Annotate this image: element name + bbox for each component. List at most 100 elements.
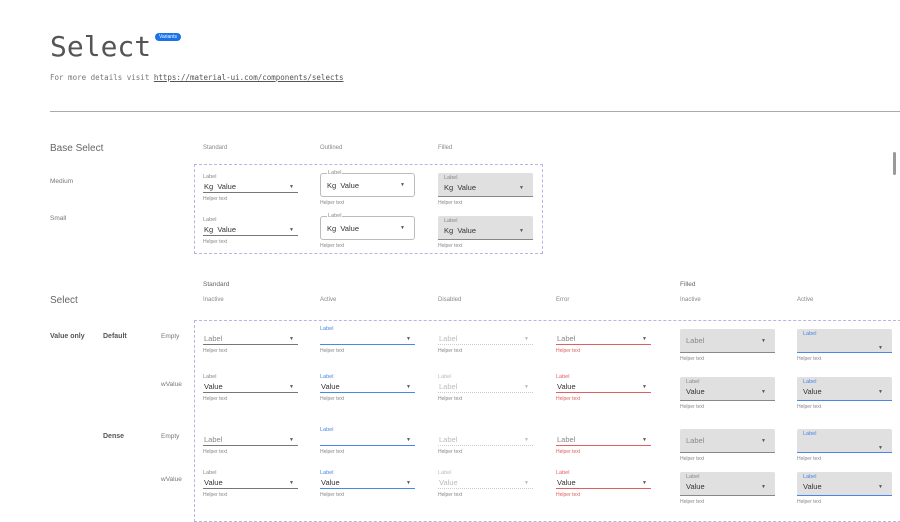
select-field[interactable]: Label Label ▼ Helper text	[438, 374, 533, 402]
size-dense: Dense	[103, 433, 125, 440]
select-field[interactable]: Label Value ▼ Helper text	[797, 472, 892, 505]
col-state: Inactive	[203, 297, 224, 303]
field-value: Label	[439, 382, 458, 391]
field-value: Label	[204, 435, 223, 444]
select-field[interactable]: Label ▼ Helper text	[203, 427, 298, 455]
arrow-drop-down-icon: ▼	[878, 483, 883, 490]
select-field[interactable]: Label ▼ Helper text	[680, 329, 775, 362]
select-field[interactable]: Label ▼ Helper text	[320, 326, 415, 354]
divider	[50, 111, 900, 112]
select-field[interactable]: Label ▼ Helper text	[680, 429, 775, 462]
select-field[interactable]: Label Value ▼ Helper text	[680, 472, 775, 505]
arrow-drop-down-icon: ▼	[642, 383, 647, 390]
field-label: Label	[686, 379, 700, 385]
select-field[interactable]: Label ▼ Helper text	[556, 427, 651, 455]
helper-text: Helper text	[203, 492, 228, 498]
field-value: Kg Value	[327, 180, 359, 190]
field-value: Value	[686, 387, 705, 396]
col-filled: Filled	[438, 145, 453, 151]
field-value: Value	[803, 482, 822, 491]
select-field[interactable]: Label Kg Value ▼ Helper text	[320, 170, 415, 206]
col-state: Disabled	[438, 297, 462, 303]
select-field[interactable]: Label Kg Value ▼ Helper text	[438, 216, 533, 249]
arrow-drop-down-icon: ▼	[400, 182, 405, 188]
helper-text: Helper text	[680, 499, 705, 505]
section-value-only: Value only	[50, 333, 85, 340]
arrow-drop-down-icon: ▼	[406, 335, 411, 342]
field-label: Label	[444, 175, 458, 181]
field-label: Label	[556, 374, 570, 380]
field-value: Kg Value	[327, 223, 359, 233]
select-field[interactable]: Label Kg Value ▼ Helper text	[320, 213, 415, 249]
arrow-drop-down-icon: ▼	[878, 344, 883, 351]
field-value: Value	[557, 478, 576, 487]
field-value: Label	[557, 435, 576, 444]
select-field[interactable]: Label Kg Value ▼ Helper text	[203, 174, 298, 202]
arrow-drop-down-icon: ▼	[761, 483, 766, 490]
col-state: Active	[320, 297, 337, 303]
helper-text: Helper text	[320, 200, 345, 206]
select-field[interactable]: Label Value ▼ Helper text	[320, 374, 415, 402]
helper-text: Helper text	[438, 348, 463, 354]
row-empty: Empty	[161, 333, 180, 340]
arrow-drop-down-icon: ▼	[406, 383, 411, 390]
col-state: Inactive	[680, 297, 701, 303]
field-label: Label	[556, 470, 570, 476]
field-label: Label	[803, 474, 817, 480]
field-label: Label	[327, 170, 343, 177]
field-value: Value	[204, 382, 223, 391]
docs-link[interactable]: https://material-ui.com/components/selec…	[153, 73, 344, 82]
arrow-drop-down-icon: ▼	[289, 479, 294, 486]
helper-text: Helper text	[680, 456, 705, 462]
helper-text: Helper text	[797, 404, 822, 410]
field-label: Label	[203, 174, 217, 180]
row-with-value: wValue	[161, 476, 182, 483]
select-field[interactable]: Label Kg Value ▼ Helper text	[203, 217, 298, 245]
select-field[interactable]: Label ▼ Helper text	[320, 427, 415, 455]
field-value: Label	[439, 435, 458, 444]
select-field[interactable]: Label ▼ Helper text	[438, 427, 533, 455]
arrow-drop-down-icon: ▼	[289, 226, 294, 233]
select-field[interactable]: Label Value ▼ Helper text	[556, 374, 651, 402]
select-frame	[194, 320, 900, 522]
select-field[interactable]: Label ▼ Helper text	[203, 326, 298, 354]
helper-text: Helper text	[320, 492, 345, 498]
arrow-drop-down-icon: ▼	[878, 388, 883, 395]
field-value: Label	[439, 334, 458, 343]
field-value: Value	[439, 478, 458, 487]
group-filled: Filled	[680, 281, 696, 288]
helper-text: Helper text	[203, 348, 228, 354]
base-select-heading: Base Select	[50, 143, 104, 154]
select-field[interactable]: Label ▼ Helper text	[438, 326, 533, 354]
select-field[interactable]: Label Value ▼ Helper text	[203, 374, 298, 402]
select-field[interactable]: Label ▼ Helper text	[797, 329, 892, 362]
select-field[interactable]: Label ▼ Helper text	[556, 326, 651, 354]
select-field[interactable]: Label Kg Value ▼ Helper text	[438, 173, 533, 206]
select-field[interactable]: Label ▼ Helper text	[797, 429, 892, 462]
arrow-drop-down-icon: ▼	[642, 335, 647, 342]
arrow-drop-down-icon: ▼	[519, 184, 524, 191]
helper-text: Helper text	[797, 499, 822, 505]
field-label: Label	[686, 474, 700, 480]
field-value: Value	[803, 387, 822, 396]
select-field[interactable]: Label Value ▼ Helper text	[680, 377, 775, 410]
adornment: Kg	[327, 223, 337, 233]
field-value: Value	[321, 478, 340, 487]
field-label: Label	[803, 379, 817, 385]
field-value: Kg Value	[444, 183, 476, 192]
field-value: Value	[204, 478, 223, 487]
helper-text: Helper text	[797, 356, 822, 362]
select-field[interactable]: Label Value ▼ Helper text	[797, 377, 892, 410]
variants-badge: Variants	[155, 33, 181, 41]
arrow-drop-down-icon: ▼	[524, 479, 529, 486]
arrow-drop-down-icon: ▼	[761, 437, 766, 444]
field-value: Label	[686, 336, 705, 345]
helper-text: Helper text	[203, 196, 228, 202]
scrollbar[interactable]	[893, 152, 896, 175]
base-select-frame	[194, 164, 543, 254]
helper-text: Helper text	[556, 449, 581, 455]
field-label: Label	[320, 427, 334, 433]
helper-text: Helper text	[556, 492, 581, 498]
helper-text: Helper text	[556, 348, 581, 354]
arrow-drop-down-icon: ▼	[642, 479, 647, 486]
